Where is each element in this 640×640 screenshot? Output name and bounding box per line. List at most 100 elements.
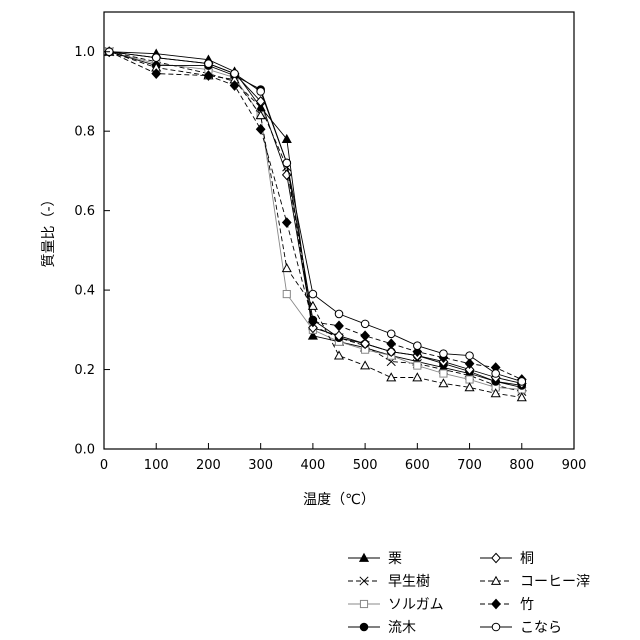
legend-item-1: 栗 (348, 551, 402, 567)
plot-frame (103, 11, 575, 450)
series-7-point-13 (464, 358, 475, 369)
plot-area (103, 11, 575, 450)
series-6-point-13 (464, 382, 475, 392)
series-6-point-10 (386, 372, 397, 382)
series-8-point-11 (413, 341, 422, 350)
series-8-point-12 (439, 349, 448, 358)
series-8-point-13 (465, 351, 474, 360)
legend-item-3: ソルガム (348, 597, 444, 613)
x-tick-label-200: 200 (196, 458, 221, 473)
series-3-point-11 (413, 361, 422, 370)
series-6-point-6 (281, 263, 292, 273)
series-8-point-9 (360, 319, 370, 329)
series-7-point-7 (308, 316, 318, 328)
x-tick-label-900: 900 (562, 458, 587, 473)
y-tick-label-0.6: 0.6 (74, 204, 95, 219)
x-tick-label-100: 100 (144, 458, 169, 473)
series-5-point-9 (360, 338, 370, 350)
series-5-point-10 (386, 346, 397, 358)
legend-marker-3 (359, 599, 369, 609)
series-7-point-10 (386, 338, 397, 350)
x-tick-label-300: 300 (248, 458, 273, 473)
legend-marker-7 (491, 598, 501, 610)
series-8-point-8 (334, 309, 344, 319)
series-7-point-4 (229, 80, 240, 91)
legend-label-8: こなら (520, 620, 562, 636)
legend-marker-8 (491, 622, 501, 632)
series-6-point-7 (307, 300, 318, 310)
series-5-point-8 (334, 330, 344, 342)
series-8 (104, 47, 527, 386)
series-8-point-4 (230, 69, 239, 78)
series-1-point-7 (307, 330, 318, 340)
series-6-point-11 (412, 372, 423, 382)
y-tick-label-0.2: 0.2 (74, 363, 95, 378)
series-6-point-5 (255, 110, 266, 120)
y-tick-label-0.8: 0.8 (74, 125, 95, 140)
y-tick-label-0.4: 0.4 (74, 284, 95, 299)
legend-label-3: ソルガム (388, 597, 444, 613)
legend-item-7: 竹 (480, 597, 534, 613)
series-1-point-6 (281, 133, 292, 143)
x-axis-title: 温度（℃） (303, 492, 375, 508)
series-2 (104, 47, 527, 396)
series-8-point-14 (491, 369, 500, 378)
y-axis: 0.0 0.2 0.4 0.6 0.8 1.0 (74, 45, 110, 458)
series-3-point-13 (465, 375, 474, 384)
series-7-point-3 (203, 70, 214, 81)
series-8-point-6 (282, 158, 292, 168)
series-3-point-12 (439, 369, 448, 378)
legend-label-4: 流木 (388, 620, 416, 636)
series-7-point-2 (151, 68, 162, 79)
legend-marker-5 (491, 552, 501, 564)
series-6 (104, 46, 527, 402)
series-8-point-10 (386, 329, 396, 339)
series-7-point-5 (255, 123, 266, 135)
legend-label-1: 栗 (388, 551, 402, 567)
x-tick-label-500: 500 (353, 458, 378, 473)
series-5-point-7 (308, 322, 318, 334)
series-8-point-3 (204, 59, 213, 68)
y-tick-label-0.0: 0.0 (74, 443, 95, 458)
x-tick-label-600: 600 (405, 458, 430, 473)
series-6-point-8 (333, 350, 345, 360)
legend-label-5: 桐 (520, 551, 534, 567)
series-5-point-13 (464, 364, 475, 375)
x-tick-label-400: 400 (300, 458, 325, 473)
legend-marker-4 (359, 622, 369, 632)
x-tick-label-700: 700 (457, 458, 482, 473)
series-8-point-15 (517, 377, 527, 386)
legend-label-6: コーヒー滓 (520, 573, 590, 590)
series-7-point-6 (281, 217, 292, 228)
legend-item-8: こなら (480, 620, 562, 636)
series-line-2 (109, 51, 522, 392)
series-line-6 (109, 51, 522, 398)
series-8-point-5 (256, 87, 265, 96)
x-axis: 0 100 200 300 400 500 600 700 800 900 (100, 443, 587, 473)
y-axis-title: 質量比（-） (41, 192, 57, 267)
series-7-point-8 (334, 320, 344, 332)
legend-item-4: 流木 (348, 620, 416, 636)
series-6-point-15 (516, 392, 527, 402)
series-3-point-6 (282, 289, 291, 299)
legend-marker-6 (490, 575, 502, 585)
series-8-point-2 (151, 53, 161, 62)
series-6-point-9 (360, 360, 371, 370)
series-3 (105, 47, 526, 394)
series-7-point-9 (360, 330, 370, 342)
legend-marker-1 (358, 552, 370, 562)
y-tick-label-1.0: 1.0 (74, 45, 95, 60)
legend-label-7: 竹 (520, 597, 534, 613)
series-1 (104, 46, 527, 392)
legend-item-6: コーヒー滓 (480, 573, 590, 590)
x-tick-label-0: 0 (100, 458, 108, 473)
legend-item-5: 桐 (480, 551, 534, 567)
x-tick-label-800: 800 (509, 458, 534, 473)
series-layer (104, 46, 527, 402)
series-6-point-12 (438, 378, 449, 388)
series-6-point-14 (490, 388, 501, 398)
legend-marker-2 (359, 576, 369, 586)
legend-label-2: 早生樹 (388, 574, 430, 590)
